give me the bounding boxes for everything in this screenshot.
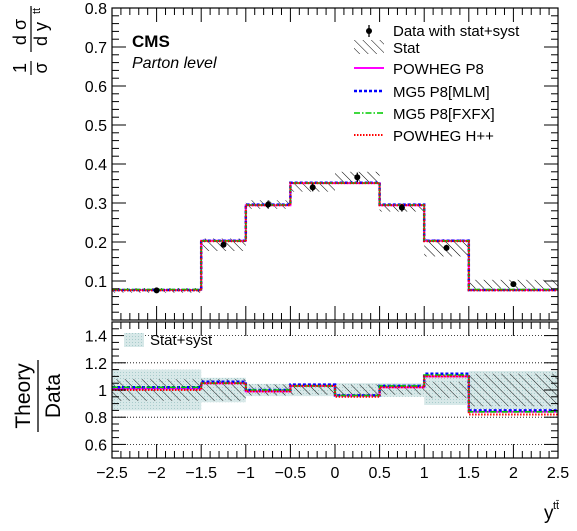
x-axis-label: y tt̄	[544, 500, 559, 524]
main-series-line	[112, 181, 558, 292]
main-y-tick-label: 0.7	[85, 40, 107, 57]
main-stat-hatch-layer	[112, 171, 558, 293]
ratio-y-label-numerator: Theory	[12, 363, 35, 429]
main-theory-lines-layer	[112, 181, 558, 292]
ratio-y-label-denominator: Data	[42, 374, 65, 419]
ratio-y-tick-labels: 0.6 0.8 1 1.2 1.4	[85, 329, 107, 455]
data-point	[510, 281, 517, 288]
main-data-points-layer	[153, 172, 517, 294]
data-point	[220, 241, 227, 248]
main-y-tick-label: 0.6	[85, 79, 107, 96]
ratio-theory-lines-layer	[112, 372, 558, 416]
legend-label-powheg-hpp: POWHEG H++	[393, 128, 494, 145]
ratio-stat-hatch-bin	[468, 373, 558, 407]
ratio-stat-hatch-bin	[201, 379, 246, 401]
svg-text:1: 1	[10, 63, 30, 73]
legend-label-mg5-fxfx: MG5 P8[FXFX]	[393, 106, 495, 123]
ratio-legend-label-stat-syst: Stat+syst	[150, 332, 213, 349]
legend-entry-mg5-fxfx: MG5 P8[FXFX]	[354, 106, 495, 123]
ratio-stat-hatch-bin	[290, 385, 335, 395]
x-tick-labels: −2.5 −2 −1.5 −1 −0.5 0 0.5 1 1.5 2 2.5	[96, 465, 569, 482]
main-series-line	[112, 182, 558, 291]
experiment-label: CMS	[132, 32, 170, 51]
ratio-stat-hatch-bin	[112, 379, 202, 401]
x-tick-label: −0.5	[275, 465, 307, 482]
main-y-tick-label: 0.2	[85, 235, 107, 252]
legend-label-stat: Stat	[393, 40, 421, 57]
ratio-stat-hatch-bin	[424, 381, 469, 399]
ratio-y-tick-label: 0.6	[85, 437, 107, 454]
x-tick-label: −2	[147, 465, 165, 482]
main-series-line	[112, 182, 558, 292]
data-point	[398, 204, 405, 211]
main-y-tick-label: 0.1	[85, 274, 107, 291]
legend-label-data: Data with stat+syst	[393, 23, 520, 40]
x-tick-label: −2.5	[96, 465, 128, 482]
ratio-legend-entry-stat-syst: Stat+syst	[124, 332, 213, 349]
x-tick-label: −1	[237, 465, 255, 482]
ratio-series-line	[112, 375, 558, 416]
x-tick-label: 2	[509, 465, 518, 482]
data-point	[354, 174, 361, 181]
ratio-y-tick-label: 1.2	[85, 356, 107, 373]
data-point	[265, 201, 272, 208]
svg-text:σ: σ	[31, 62, 51, 73]
ratio-panel: 0.6 0.8 1 1.2 1.4 −2.5 −2 −1.5 −1 −0.5 0 0.5 1 1.5 2 2…	[12, 321, 569, 524]
main-y-tick-labels: 0.1 0.2 0.3 0.4 0.5 0.6 0.7 0.8	[85, 1, 107, 291]
main-series-line	[112, 182, 558, 291]
ratio-axis-ticks	[111, 321, 559, 458]
svg-text:d y: d y	[31, 22, 51, 46]
legend-label-mg5-mlm: MG5 P8[MLM]	[393, 84, 490, 101]
ratio-y-tick-label: 1	[98, 383, 107, 400]
data-point	[443, 244, 450, 251]
ratio-stat-hatch-bin	[335, 384, 380, 396]
main-y-tick-label: 0.5	[85, 118, 107, 135]
ratio-y-tick-label: 0.8	[85, 410, 107, 427]
data-point	[309, 184, 316, 191]
svg-text:tt̄: tt̄	[553, 500, 559, 512]
data-point	[153, 287, 160, 294]
ratio-y-tick-label: 1.4	[85, 329, 107, 346]
legend-entry-mg5-mlm: MG5 P8[MLM]	[354, 84, 490, 101]
svg-text:y: y	[544, 503, 554, 524]
x-tick-label: 0.5	[368, 465, 390, 482]
main-axis-ticks	[111, 7, 559, 320]
svg-text:d σ: d σ	[10, 19, 30, 45]
main-y-tick-label: 0.4	[85, 157, 107, 174]
legend-entry-powheg-hpp: POWHEG H++	[354, 128, 494, 145]
legend-entry-powheg-p8: POWHEG P8	[354, 61, 484, 78]
x-tick-label: 1	[420, 465, 429, 482]
main-panel: 0.1 0.2 0.3 0.4 0.5 0.6 0.7 0.8 CMS Parton leve…	[10, 1, 559, 321]
x-tick-label: −1.5	[185, 465, 217, 482]
main-y-axis-label: 1 σ d σ d y tt̄	[10, 6, 51, 75]
x-tick-label: 0	[331, 465, 340, 482]
legend-entry-data: Data with stat+syst	[366, 23, 520, 40]
main-y-tick-label: 0.3	[85, 196, 107, 213]
level-label: Parton level	[132, 55, 217, 72]
legend-label-powheg-p8: POWHEG P8	[393, 61, 484, 78]
main-y-tick-label: 0.8	[85, 1, 107, 18]
ratio-stat-hatch-bin	[379, 385, 425, 395]
x-tick-label: 2.5	[547, 465, 569, 482]
main-legend: Data with stat+syst Stat POWHEG P8 MG5 P…	[354, 23, 520, 145]
ratio-stat-hatch-layer	[112, 373, 558, 407]
ratio-y-axis-label: Theory Data	[12, 360, 65, 432]
legend-entry-stat: Stat	[354, 40, 421, 57]
svg-text:tt̄: tt̄	[31, 8, 43, 14]
x-tick-label: 1.5	[458, 465, 480, 482]
